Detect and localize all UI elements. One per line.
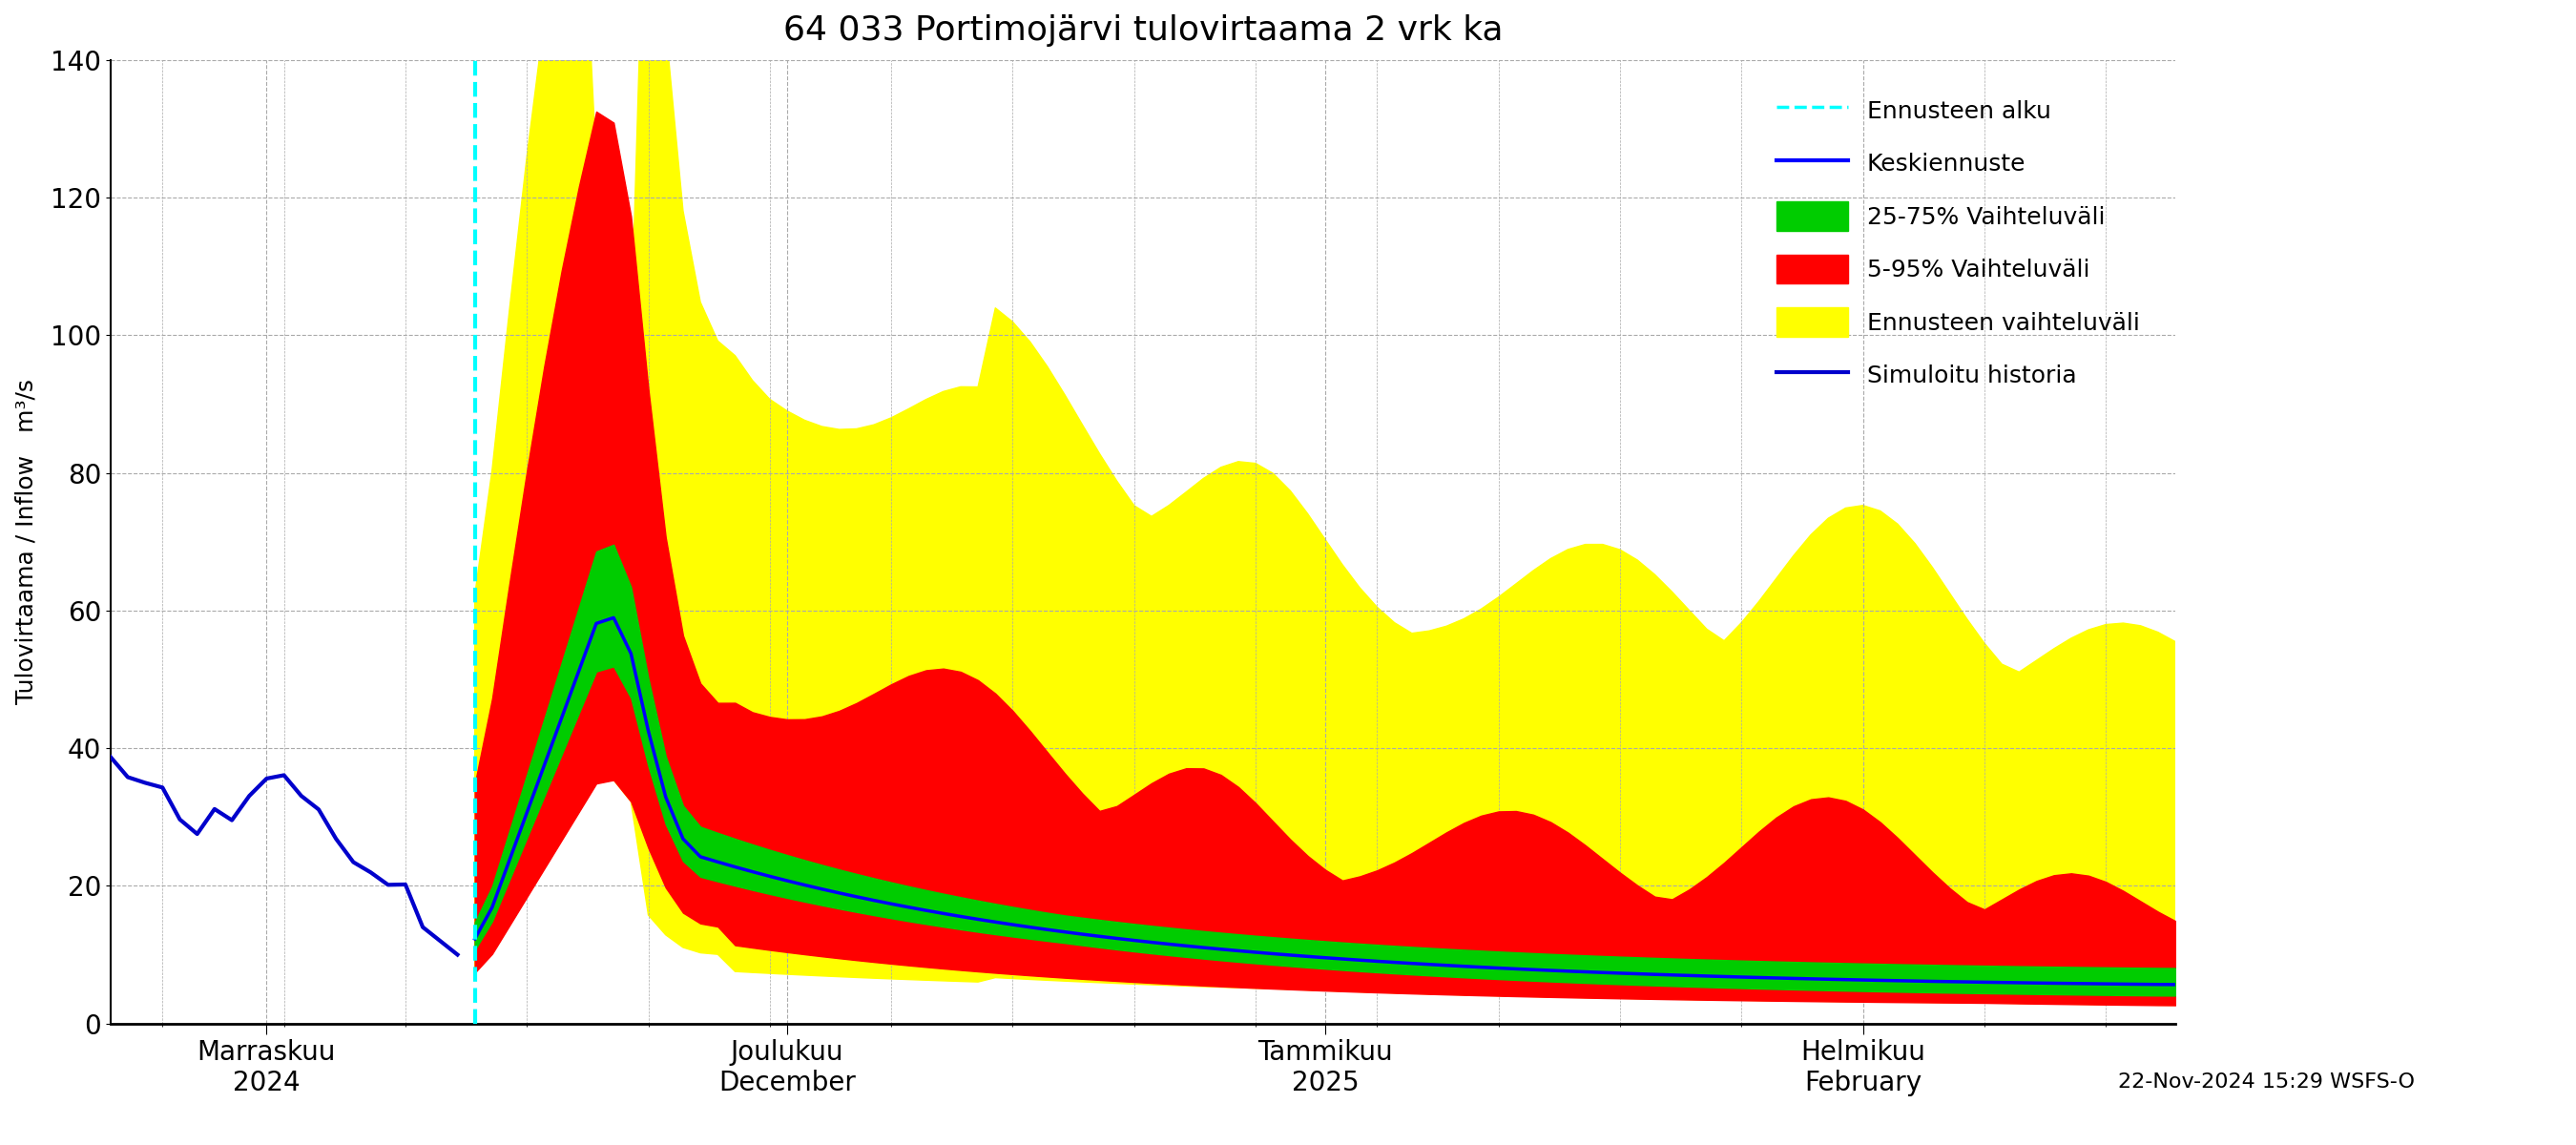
- Legend: Ennusteen alku, Keskiennuste, 25-75% Vaihteluväli, 5-95% Vaihteluväli, Ennusteen: Ennusteen alku, Keskiennuste, 25-75% Vai…: [1752, 72, 2164, 413]
- Title: 64 033 Portimojärvi tulovirtaama 2 vrk ka: 64 033 Portimojärvi tulovirtaama 2 vrk k…: [783, 14, 1502, 47]
- Y-axis label: Tulovirtaama / Inflow   m³/s: Tulovirtaama / Inflow m³/s: [15, 379, 36, 704]
- Text: 22-Nov-2024 15:29 WSFS-O: 22-Nov-2024 15:29 WSFS-O: [2117, 1073, 2416, 1091]
